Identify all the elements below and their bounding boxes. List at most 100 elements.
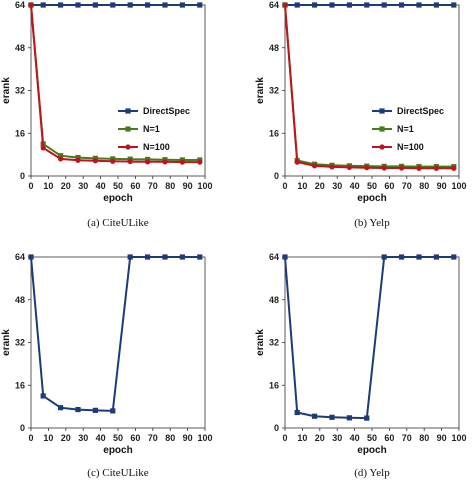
data-point <box>379 126 385 132</box>
x-tick-label: 60 <box>384 181 394 191</box>
figure-caption: (d) Yelp <box>354 467 390 479</box>
data-point <box>144 2 151 8</box>
data-point <box>364 165 370 171</box>
y-tick-label: 48 <box>15 43 25 53</box>
x-tick-label: 60 <box>384 433 394 443</box>
x-tick-label: 100 <box>197 433 212 443</box>
series-line-directspec <box>30 256 200 412</box>
x-tick-label: 10 <box>297 181 307 191</box>
y-tick-label: 32 <box>269 338 279 348</box>
y-tick-label: 48 <box>15 295 25 305</box>
x-tick-label: 90 <box>437 181 447 191</box>
x-tick-label: 0 <box>28 433 33 443</box>
y-tick-label: 0 <box>20 171 25 181</box>
x-tick-label: 80 <box>419 181 429 191</box>
x-tick-label: 30 <box>78 181 88 191</box>
data-point <box>127 254 133 260</box>
series-line-n-100 <box>30 4 200 164</box>
chart-panel-3: 0 16 32 48 64 0 10 20 30 40 50 60 70 80 90 100 epoch eran… <box>1 252 213 479</box>
data-point <box>346 415 352 421</box>
figure-caption: (b) Yelp <box>354 217 390 229</box>
y-tick-label: 16 <box>269 128 279 138</box>
x-tick-label: 60 <box>130 181 140 191</box>
x-axis-label: epoch <box>357 193 386 204</box>
data-point <box>40 145 46 151</box>
x-tick-label: 40 <box>350 433 360 443</box>
plot-frame <box>30 4 206 177</box>
x-tick-label: 50 <box>113 181 123 191</box>
data-point <box>197 2 203 8</box>
data-point <box>282 254 288 260</box>
x-tick-label: 80 <box>419 433 429 443</box>
x-tick-label: 20 <box>61 181 71 191</box>
chart-panel-2: 0 16 32 48 64 0 10 20 30 40 50 60 70 80 90 100 epoch eran… <box>255 0 467 229</box>
data-point <box>179 254 185 260</box>
x-tick-label: 50 <box>113 433 123 443</box>
data-point <box>179 159 185 165</box>
x-tick-label: 30 <box>332 181 342 191</box>
data-point <box>416 2 422 8</box>
data-point <box>294 159 300 165</box>
x-tick-label: 100 <box>451 181 466 191</box>
data-point <box>433 254 439 260</box>
x-tick-label: 20 <box>315 181 325 191</box>
x-tick-label: 30 <box>78 433 88 443</box>
data-point <box>381 254 387 260</box>
x-tick-label: 90 <box>183 181 193 191</box>
y-tick-label: 0 <box>20 423 25 433</box>
x-tick-label: 100 <box>451 433 466 443</box>
data-point <box>379 108 385 114</box>
y-axis-label: erank <box>1 329 12 356</box>
y-tick-label: 32 <box>15 86 25 96</box>
y-tick-label: 0 <box>274 423 279 433</box>
data-point <box>110 2 116 8</box>
data-point <box>92 158 98 164</box>
y-tick-label: 64 <box>15 0 25 10</box>
data-point <box>28 254 34 260</box>
data-point <box>364 2 370 8</box>
data-point <box>144 159 151 165</box>
x-axis-label: epoch <box>103 445 132 456</box>
data-point <box>110 158 116 164</box>
data-point <box>110 408 116 414</box>
data-point <box>311 413 318 419</box>
chart-panel-4: 0 16 32 48 64 0 10 20 30 40 50 60 70 80 90 100 epoch eran… <box>255 252 467 479</box>
data-point <box>127 158 133 165</box>
x-tick-label: 0 <box>282 433 287 443</box>
y-tick-label: 32 <box>15 338 25 348</box>
legend-label: DirectSpec <box>143 106 190 116</box>
legend-label: DirectSpec <box>397 106 444 116</box>
y-tick-label: 48 <box>269 43 279 53</box>
x-tick-label: 80 <box>165 433 175 443</box>
legend-label: N=100 <box>143 142 170 152</box>
data-point <box>416 254 422 260</box>
data-point <box>127 2 133 8</box>
x-tick-label: 0 <box>282 181 287 191</box>
x-tick-label: 40 <box>96 433 106 443</box>
data-point <box>125 108 131 114</box>
data-point <box>294 409 300 416</box>
x-tick-label: 100 <box>197 181 212 191</box>
x-tick-label: 90 <box>183 433 193 443</box>
y-tick-label: 16 <box>15 128 25 138</box>
data-point <box>40 2 46 8</box>
data-point <box>75 154 81 161</box>
data-point <box>179 2 185 8</box>
y-tick-label: 32 <box>269 86 279 96</box>
data-point <box>381 165 387 171</box>
data-point <box>381 2 387 8</box>
x-tick-label: 40 <box>350 181 360 191</box>
x-tick-label: 60 <box>130 433 140 443</box>
y-tick-label: 64 <box>269 252 279 262</box>
data-point <box>162 2 168 8</box>
data-point <box>125 144 131 150</box>
series-line-n-1 <box>284 4 454 168</box>
chart-panel-1: 0 16 32 48 64 0 10 20 30 40 50 60 70 80 90 100 epoch eran… <box>1 0 213 229</box>
data-point <box>57 2 64 8</box>
data-point <box>57 153 64 159</box>
x-tick-label: 80 <box>165 181 175 191</box>
x-tick-label: 70 <box>148 181 158 191</box>
series-line-directspec <box>284 256 454 420</box>
data-point <box>294 2 300 8</box>
